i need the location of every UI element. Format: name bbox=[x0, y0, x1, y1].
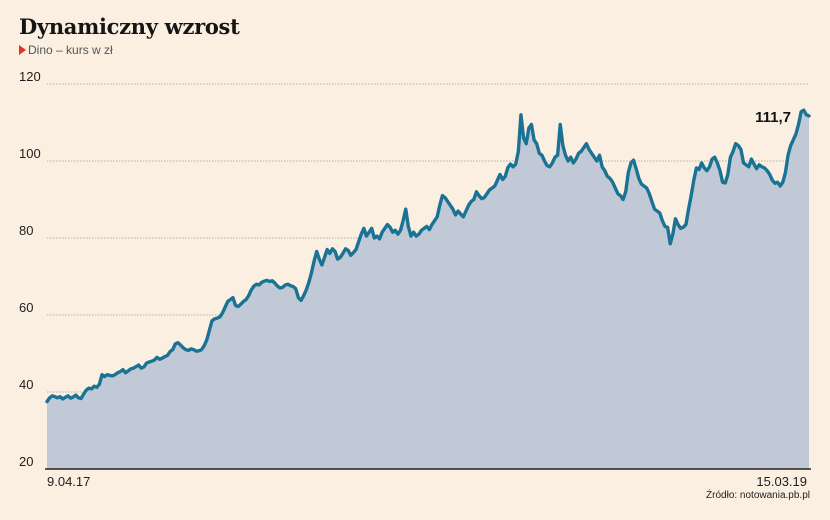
y-tick-label: 40 bbox=[19, 377, 33, 392]
end-value-label: 111,7 bbox=[755, 109, 791, 126]
x-start-label: 9.04.17 bbox=[47, 474, 90, 489]
subtitle-text: Dino – kurs w zł bbox=[28, 43, 113, 57]
source-note: Źródło: notowania.pb.pl bbox=[706, 490, 810, 501]
x-end-label: 15.03.19 bbox=[756, 474, 807, 489]
y-tick-label: 120 bbox=[19, 69, 41, 84]
y-tick-label: 20 bbox=[19, 454, 33, 469]
chart-title: Dynamiczny wzrost bbox=[19, 14, 240, 39]
y-axis-tick-labels: 20 40 60 80 100 120 bbox=[19, 69, 41, 469]
y-tick-label: 80 bbox=[19, 223, 33, 238]
series-area bbox=[47, 110, 809, 470]
series-line bbox=[45, 108, 811, 404]
triangle-marker-icon bbox=[19, 45, 26, 55]
chart-subtitle: Dino – kurs w zł bbox=[19, 43, 113, 57]
y-tick-label: 60 bbox=[19, 300, 33, 315]
y-tick-label: 100 bbox=[19, 146, 41, 161]
